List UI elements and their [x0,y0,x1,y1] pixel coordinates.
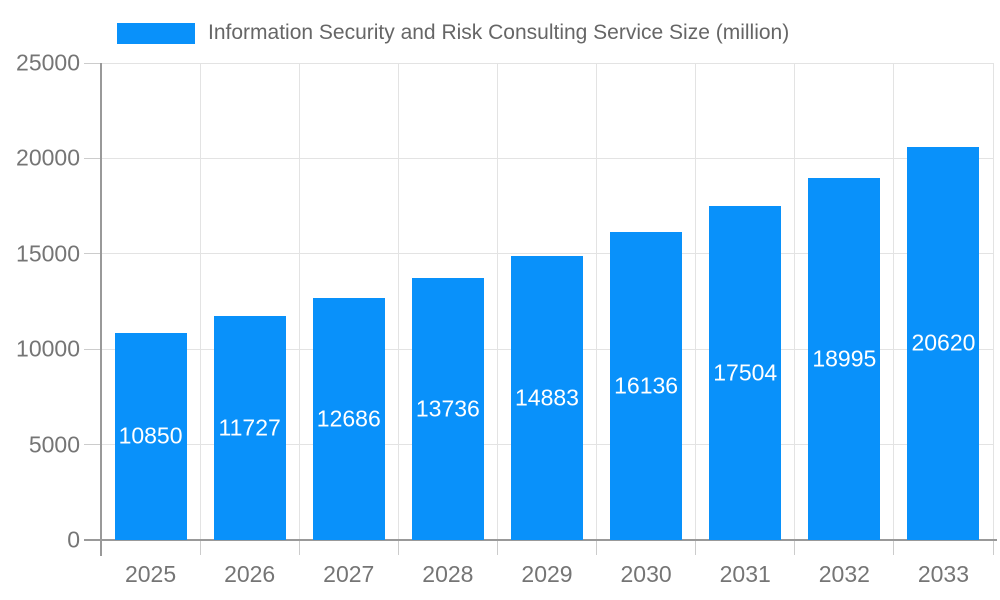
gridline-vertical [199,63,201,540]
y-axis-tick [84,253,101,255]
bar-value-label: 10850 [118,422,183,449]
bar-value-label: 11727 [218,414,281,441]
bar-2026 [213,316,286,540]
gridline-horizontal [101,253,993,255]
gridline-vertical [496,63,498,540]
y-axis-label: 25000 [16,49,80,76]
gridline-vertical [992,63,994,540]
y-axis-line [100,63,102,556]
gridline-horizontal [101,62,993,64]
x-axis-label: 2030 [620,561,672,587]
x-axis-label: 2029 [521,561,573,587]
x-axis-tick [794,540,796,555]
x-axis-tick [893,540,895,555]
bar-2027 [312,297,385,540]
x-axis-line [84,539,997,541]
legend-item[interactable]: Information Security and Risk Consulting… [117,22,789,44]
bar-value-label: 14883 [515,384,579,411]
gridline-vertical [298,63,300,540]
bar-2033 [907,146,980,540]
legend-swatch [117,22,195,44]
y-axis-label: 10000 [16,335,80,362]
bar-2025 [114,332,187,540]
x-axis-label: 2033 [917,561,970,587]
x-axis-label: 2032 [818,561,870,587]
x-axis-label: 2031 [719,561,771,587]
y-axis-tick [84,62,101,64]
bar-2029 [511,256,583,540]
y-axis-tick [84,348,101,350]
y-axis-label: 20000 [16,144,80,171]
bar-2032 [808,177,881,540]
bar-value-label: 12686 [316,405,381,432]
x-axis-label: 2025 [124,561,177,587]
x-axis-tick [695,540,697,555]
x-axis-label: 2028 [422,561,474,587]
y-axis-label: 0 [67,526,80,553]
x-axis-tick [298,540,300,555]
y-axis-tick [84,444,101,446]
legend-label: Information Security and Risk Consulting… [208,21,790,44]
gridline-vertical [695,63,697,540]
gridline-vertical [397,63,399,540]
gridline-vertical [596,63,598,540]
x-axis-tick [992,540,994,555]
bar-value-label: 20620 [911,329,976,356]
y-axis-tick [84,157,101,159]
bar-value-label: 16136 [614,372,679,399]
bar-value-label: 18995 [812,345,877,372]
gridline-horizontal [101,157,993,159]
bar-2031 [709,206,782,540]
x-axis-tick [199,540,201,555]
bar-value-label: 17504 [713,359,778,386]
x-axis-label: 2027 [323,561,375,587]
bar-value-label: 13736 [415,395,480,422]
gridline-vertical [794,63,796,540]
gridline-vertical [893,63,895,540]
x-axis-tick [596,540,598,555]
bar-2028 [411,277,484,540]
x-axis-tick [397,540,399,555]
y-axis-label: 5000 [28,431,80,458]
bar-2030 [610,232,683,540]
x-axis-tick [496,540,498,555]
y-axis-label: 15000 [16,240,80,267]
x-axis-label: 2026 [224,561,276,587]
